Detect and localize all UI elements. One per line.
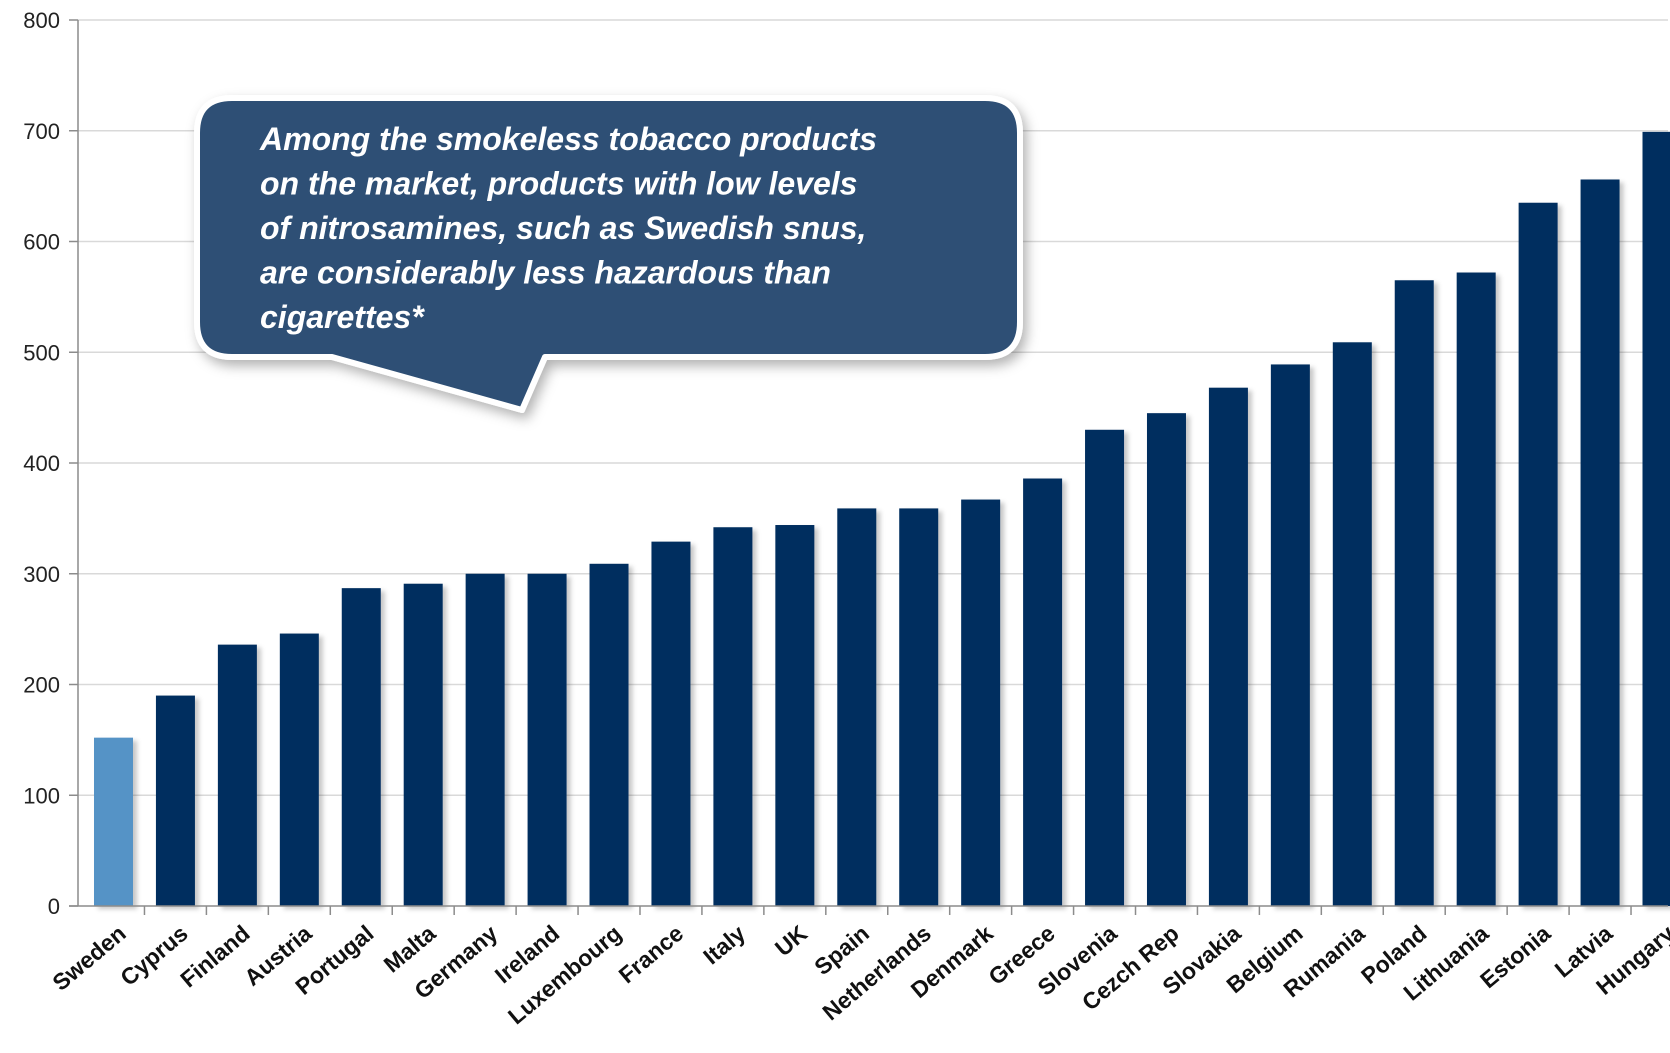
bar-poland xyxy=(1394,280,1434,906)
axes xyxy=(69,19,1668,915)
bar-portugal xyxy=(341,588,381,906)
callout-line-3: of nitrosamines, such as Swedish snus, xyxy=(260,210,866,246)
bar-france xyxy=(651,541,691,906)
bar-hungary xyxy=(1642,131,1670,907)
bar-luxembourg xyxy=(589,563,629,906)
bar-cezch-rep xyxy=(1146,413,1186,906)
bar-finland xyxy=(217,644,257,906)
x-label-italy: Italy xyxy=(698,920,750,970)
bar-denmark xyxy=(961,499,1001,906)
y-tick-label-800: 800 xyxy=(23,8,60,33)
x-label-finland: Finland xyxy=(175,920,254,992)
bar-sweden xyxy=(94,737,133,906)
callout: Among the smokeless tobacco products on t… xyxy=(194,95,1023,413)
x-label-sweden: Sweden xyxy=(47,920,130,996)
bar-belgium xyxy=(1270,364,1310,906)
callout-line-2: on the market, products with low levels xyxy=(260,166,857,202)
y-tick-label-400: 400 xyxy=(23,451,60,476)
y-tick-label-100: 100 xyxy=(23,783,60,808)
bar-greece xyxy=(1023,478,1063,906)
bar-rumania xyxy=(1332,342,1372,907)
y-tick-label-200: 200 xyxy=(23,673,60,698)
bar-malta xyxy=(403,583,443,906)
y-tick-label-0: 0 xyxy=(48,894,60,919)
bar-netherlands xyxy=(899,508,939,906)
callout-line-5: cigarettes* xyxy=(260,299,425,335)
x-label-estonia: Estonia xyxy=(1475,920,1556,993)
y-tick-label-300: 300 xyxy=(23,562,60,587)
bar-slovenia xyxy=(1085,429,1125,906)
y-tick-label-700: 700 xyxy=(23,119,60,144)
bar-uk xyxy=(775,525,815,906)
bar-italy xyxy=(713,527,753,906)
bars xyxy=(94,131,1670,907)
bar-spain xyxy=(837,508,877,906)
bar-estonia xyxy=(1518,202,1558,907)
y-tick-label-600: 600 xyxy=(23,230,60,255)
y-tick-labels: 0 100 200 300 400 500 600 700 800 xyxy=(23,8,60,919)
x-label-france: France xyxy=(614,920,689,988)
bar-germany xyxy=(465,573,505,906)
bar-cyprus xyxy=(155,695,195,906)
bar-ireland xyxy=(527,573,567,906)
callout-line-1: Among the smokeless tobacco products xyxy=(259,121,877,157)
x-label-uk: UK xyxy=(770,920,812,962)
y-tick-label-500: 500 xyxy=(23,340,60,365)
callout-line-4: are considerably less hazardous than xyxy=(260,255,831,291)
bar-latvia xyxy=(1580,179,1620,907)
bar-slovakia xyxy=(1208,387,1248,906)
bar-lithuania xyxy=(1456,272,1496,906)
bar-austria xyxy=(279,633,319,906)
callout-bubble xyxy=(194,95,1023,413)
